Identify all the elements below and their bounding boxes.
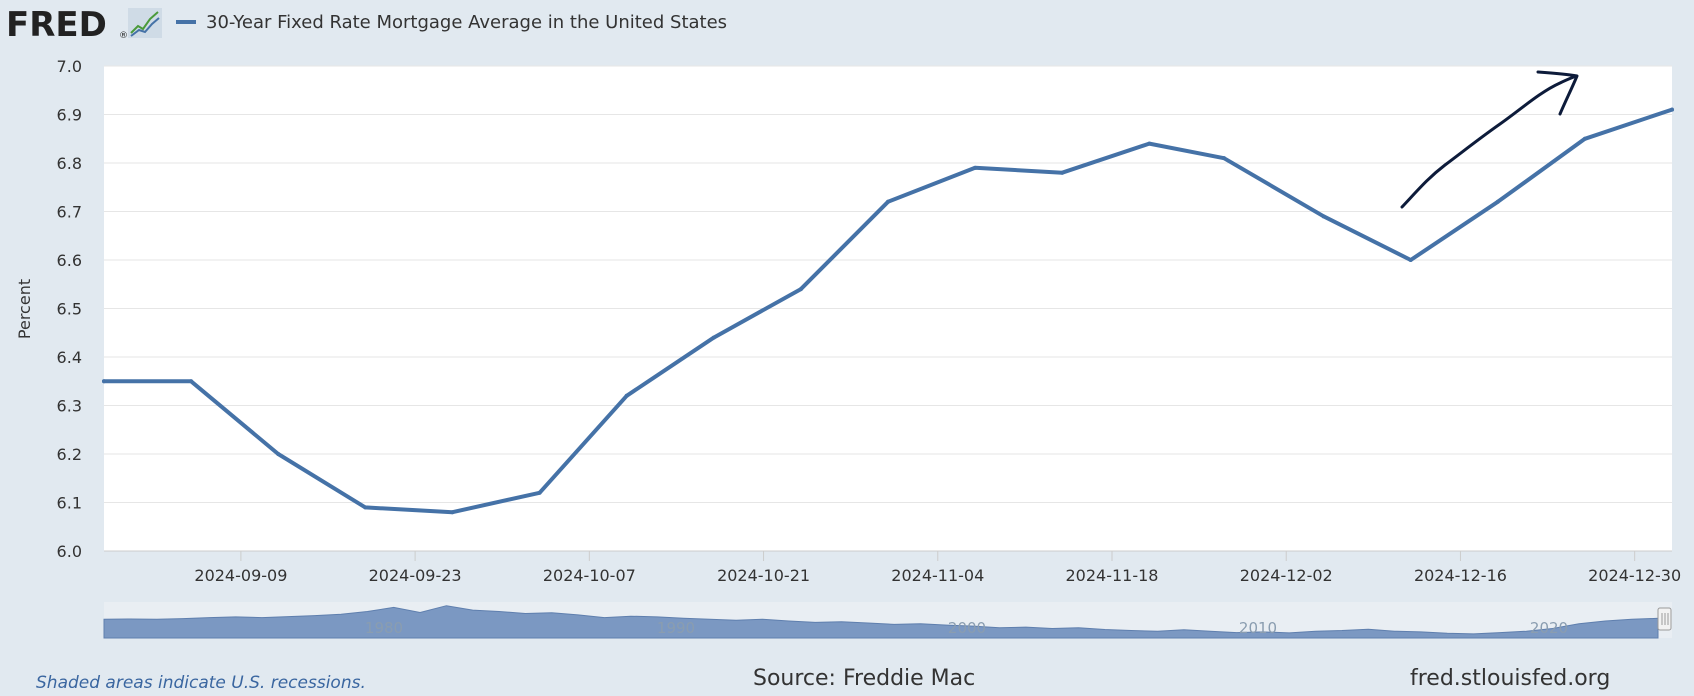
fred-logo-text: FRED: [6, 5, 107, 45]
navigator-area: [103, 605, 1659, 639]
data-point[interactable]: [102, 379, 106, 384]
x-tick-label: 2024-10-21: [717, 566, 810, 585]
y-tick-label: 6.9: [57, 106, 82, 125]
data-point[interactable]: [1321, 214, 1326, 219]
range-navigator[interactable]: 1980 1990 2000 2010 2020: [103, 602, 1672, 639]
data-point[interactable]: [711, 335, 716, 340]
legend[interactable]: 30-Year Fixed Rate Mortgage Average in t…: [176, 12, 727, 33]
navigator-year-labels: 1980 1990 2000 2010 2020: [365, 619, 1568, 637]
x-axis-ticks: 2024-09-09 2024-09-23 2024-10-07 2024-10-21…: [194, 551, 1681, 585]
y-tick-label: 6.5: [57, 300, 82, 319]
y-tick-label: 7.0: [57, 57, 82, 76]
y-tick-label: 6.4: [57, 348, 82, 367]
data-point[interactable]: [798, 287, 803, 292]
y-tick-label: 6.8: [57, 154, 82, 173]
y-tick-label: 6.1: [57, 494, 82, 513]
x-tick-label: 2024-11-04: [891, 566, 984, 585]
navigator-year-label: 2000: [948, 619, 986, 637]
data-point[interactable]: [1670, 107, 1674, 112]
navigator-year-label: 1990: [657, 619, 695, 637]
x-tick-label: 2024-09-23: [369, 566, 462, 585]
registered-mark: ®: [119, 31, 128, 41]
data-point[interactable]: [1060, 170, 1065, 175]
data-point[interactable]: [450, 510, 455, 515]
data-point[interactable]: [1408, 258, 1413, 262]
source-label: Source: Freddie Mac: [753, 666, 975, 691]
y-tick-label: 6.0: [57, 542, 82, 561]
data-point[interactable]: [1582, 136, 1587, 141]
legend-series-name: 30-Year Fixed Rate Mortgage Average in t…: [206, 12, 727, 33]
data-point[interactable]: [537, 490, 542, 495]
y-tick-label: 6.6: [57, 251, 82, 270]
data-point[interactable]: [624, 393, 629, 398]
navigator-handle[interactable]: [1657, 607, 1672, 631]
data-point[interactable]: [276, 452, 281, 456]
data-point[interactable]: [886, 199, 890, 204]
fred-logo[interactable]: FRED ®: [6, 5, 162, 45]
recession-note: Shaded areas indicate U.S. recessions.: [36, 673, 366, 693]
x-tick-label: 2024-12-30: [1588, 566, 1681, 585]
x-tick-label: 2024-12-16: [1414, 566, 1507, 585]
data-point[interactable]: [363, 505, 368, 510]
x-tick-label: 2024-11-18: [1066, 566, 1159, 585]
y-tick-label: 6.7: [57, 203, 82, 222]
y-tick-label: 6.2: [57, 445, 82, 464]
data-point[interactable]: [1495, 199, 1500, 204]
series-layer: [102, 107, 1674, 515]
y-tick-label: 6.3: [57, 397, 82, 416]
x-tick-label: 2024-09-09: [194, 566, 287, 585]
hand-drawn-arrow-annotation: [1400, 70, 1579, 209]
data-point[interactable]: [973, 165, 978, 170]
x-tick-label: 2024-10-07: [543, 566, 636, 585]
data-point[interactable]: [1147, 141, 1152, 146]
y-axis-title: Percent: [15, 279, 34, 339]
data-point[interactable]: [189, 379, 194, 384]
y-axis-tick-labels: 6.0 6.1 6.2 6.3 6.4 6.5 6.6 6.7 6.8 6.9 7.0: [57, 57, 82, 561]
navigator-year-label: 2020: [1530, 619, 1568, 637]
x-tick-label: 2024-12-02: [1240, 566, 1333, 585]
navigator-year-label: 1980: [365, 619, 403, 637]
data-point[interactable]: [1222, 156, 1226, 161]
site-link[interactable]: fred.stlouisfed.org: [1410, 666, 1610, 691]
navigator-year-label: 2010: [1239, 619, 1277, 637]
fred-graph-icon: [128, 8, 162, 38]
